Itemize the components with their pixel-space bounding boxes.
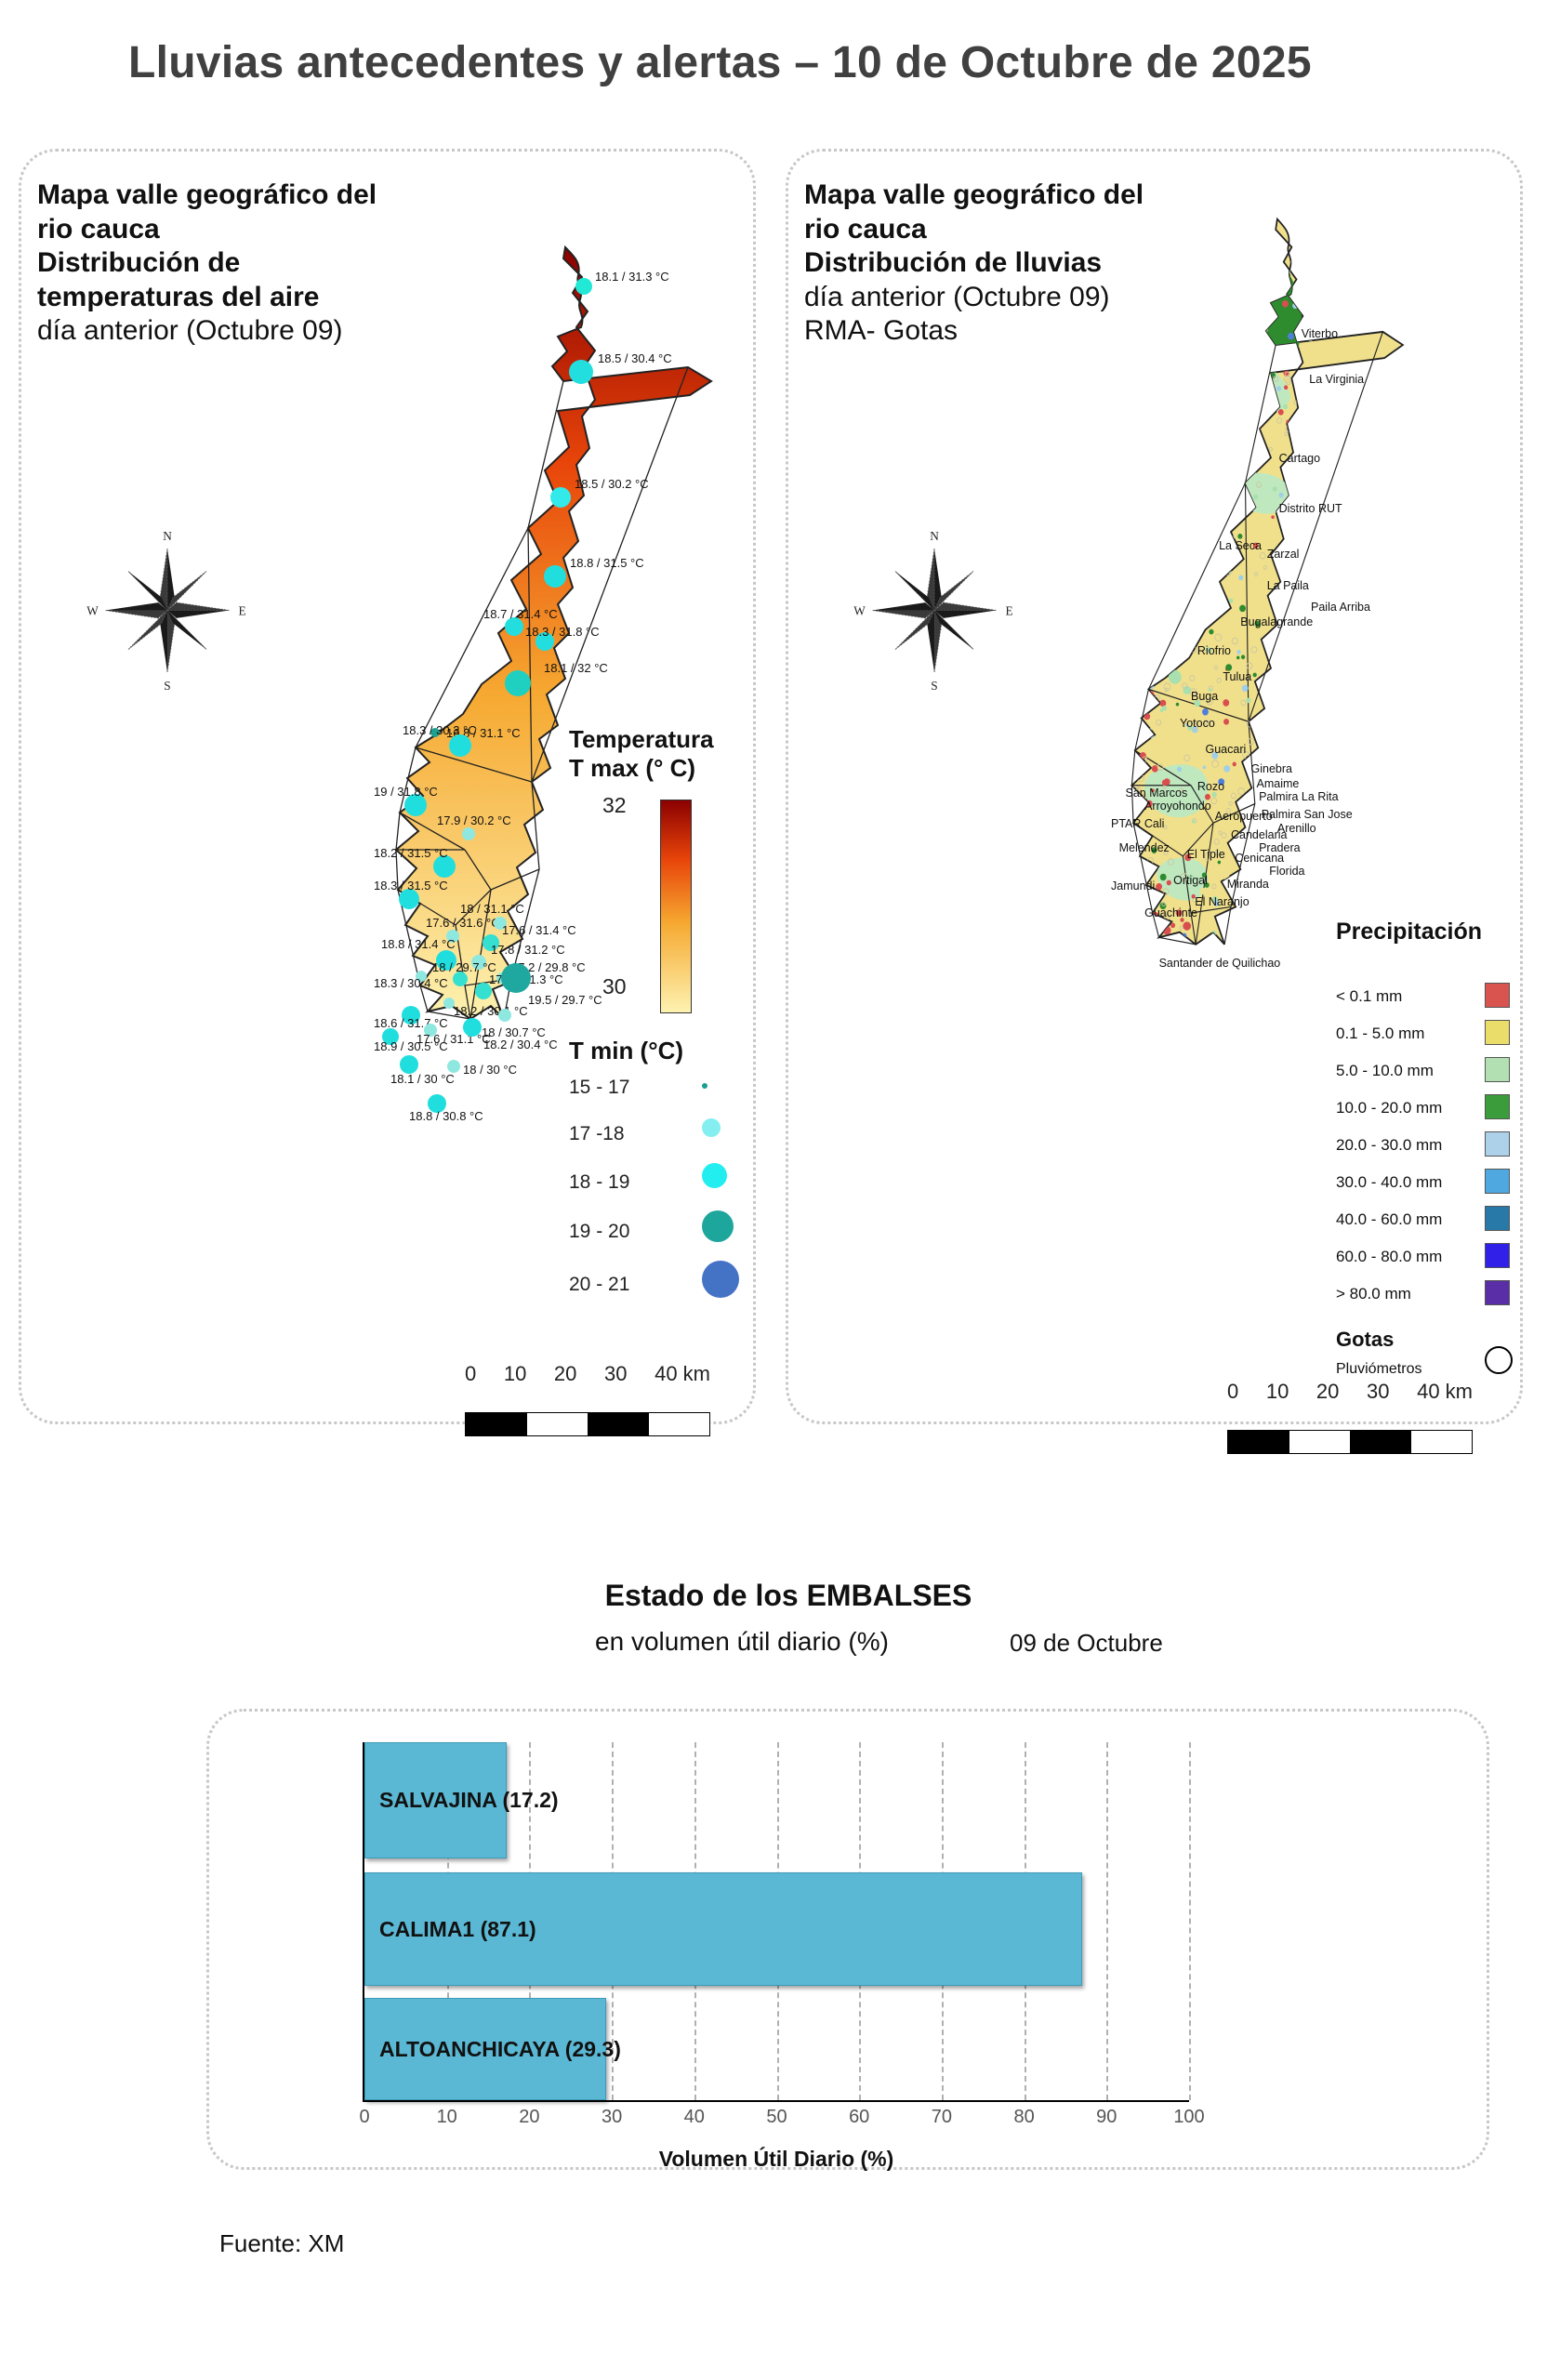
svg-text:19.5 / 29.7 °C: 19.5 / 29.7 °C [528,993,602,1007]
svg-text:17.9 / 30.2 °C: 17.9 / 30.2 °C [437,813,511,827]
svg-text:S: S [164,679,170,693]
svg-text:18 / 31.1 °C: 18 / 31.1 °C [460,902,524,916]
svg-text:E: E [1005,603,1012,617]
svg-text:18.2 / 31.5 °C: 18.2 / 31.5 °C [374,846,448,860]
svg-text:18.8 / 31.4 °C: 18.8 / 31.4 °C [381,937,456,951]
svg-text:17.8 / 31.2 °C: 17.8 / 31.2 °C [491,943,565,957]
svg-text:18 / 30 °C: 18 / 30 °C [463,1063,517,1077]
svg-text:18.3 / 30.4 °C: 18.3 / 30.4 °C [374,976,448,990]
svg-text:18.6 / 31.7 °C: 18.6 / 31.7 °C [374,1016,448,1030]
svg-text:18 / 29.7 °C: 18 / 29.7 °C [432,960,496,974]
svg-text:17.6 / 31.1 °C: 17.6 / 31.1 °C [416,1032,491,1046]
svg-text:18.3 / 31.8 °C: 18.3 / 31.8 °C [525,625,600,639]
svg-text:19 / 31.8 °C: 19 / 31.8 °C [374,785,438,799]
svg-text:18.1 / 31.3 °C: 18.1 / 31.3 °C [595,270,669,284]
svg-text:18.1 / 30 °C: 18.1 / 30 °C [390,1072,455,1086]
svg-text:18.2 / 30.1 °C: 18.2 / 30.1 °C [454,1004,528,1018]
svg-text:18.7 / 31.4 °C: 18.7 / 31.4 °C [483,607,558,621]
svg-text:W: W [86,603,99,617]
svg-text:18.5 / 30.4 °C: 18.5 / 30.4 °C [598,351,672,365]
svg-text:18.1 / 32 °C: 18.1 / 32 °C [544,661,608,675]
svg-text:E: E [238,603,245,617]
svg-text:18.2 / 30.4 °C: 18.2 / 30.4 °C [483,1038,558,1051]
svg-text:17.6 / 31.6 °C: 17.6 / 31.6 °C [426,916,500,930]
svg-text:18.3 / 31.5 °C: 18.3 / 31.5 °C [374,879,448,892]
svg-text:18.8 / 30.8 °C: 18.8 / 30.8 °C [409,1109,483,1123]
svg-text:W: W [853,603,866,617]
svg-text:17.6 / 31.4 °C: 17.6 / 31.4 °C [502,923,576,937]
svg-text:S: S [931,679,937,693]
svg-text:N: N [163,529,172,543]
svg-text:18.8 / 31.5 °C: 18.8 / 31.5 °C [570,556,644,570]
svg-text:18.5 / 30.2 °C: 18.5 / 30.2 °C [575,477,649,491]
svg-text:18.3 / 30.3 °C: 18.3 / 30.3 °C [403,723,477,737]
svg-text:N: N [930,529,939,543]
